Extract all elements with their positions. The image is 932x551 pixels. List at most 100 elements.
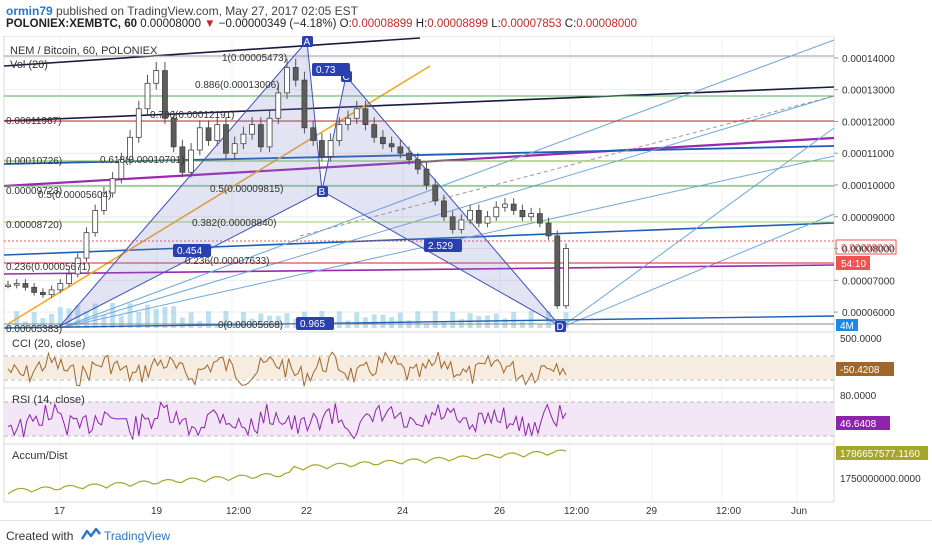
x-tick-label: 12:00 (716, 506, 741, 517)
volume-bar (336, 311, 342, 328)
cci-tick: 500.0000 (840, 334, 882, 345)
candle-body (432, 184, 439, 202)
ad-title: Accum/Dist (12, 450, 68, 462)
candle-body (127, 136, 133, 160)
volume-bar (57, 307, 63, 328)
candle-body (231, 143, 238, 154)
cci-line (7, 351, 567, 387)
publish-header: ormin79 published on TradingView.com, Ma… (6, 4, 358, 18)
y-tick-label: 0.00008000 (842, 245, 895, 256)
pattern-ratio-box (424, 239, 462, 252)
volume-bar (40, 318, 46, 328)
volume-bar (275, 315, 281, 328)
price-change: −0.00000349 (−4.18%) (218, 18, 337, 30)
volume-bar (424, 323, 429, 328)
main-pane[interactable] (3, 36, 835, 333)
symbol-name[interactable]: POLONIEX:XEMBTC, 60 (6, 18, 137, 30)
pattern-point-marker (555, 321, 566, 332)
low-value: 0.00007853 (500, 18, 562, 30)
pattern-point-label: B (319, 187, 326, 198)
fib-left-label: 0.00010726) (6, 156, 62, 167)
candle-body (336, 124, 343, 141)
candle-body (188, 149, 194, 173)
candle-body (458, 219, 465, 230)
volume-bar (519, 321, 525, 328)
candle-body (170, 117, 177, 148)
tradingview-logo-icon[interactable] (80, 526, 102, 544)
fib-left-label: 0.00008720) (6, 220, 62, 231)
purple-channel-bottom (3, 264, 835, 275)
volume-bar (171, 306, 177, 328)
pattern-point-label: A (304, 37, 311, 48)
price-tag: 0.00008000 (835, 239, 897, 255)
candle-body (284, 67, 290, 94)
fan-line-1 (59, 39, 835, 329)
fib-left-label: 0.00005383) (6, 324, 62, 335)
candle-body (362, 108, 369, 126)
volume-bar (380, 314, 386, 328)
candle-body (563, 248, 569, 307)
candle-body (22, 283, 29, 288)
volume-bar (397, 312, 403, 328)
volume-bar (22, 321, 28, 328)
cci-tag: -50.4208 (836, 362, 894, 376)
fib-level-label: 0.886(0.00013006) (195, 80, 280, 91)
fib-left-label: 0.00011967) (6, 116, 61, 127)
tradingview-brand[interactable]: TradingView (104, 529, 171, 543)
fib-level-label: 0.382(0.00008840) (192, 218, 277, 229)
candle-body (371, 124, 378, 138)
fib-level-label: 0.5(0.00009815) (210, 184, 283, 195)
volume-bar (537, 324, 543, 328)
candle-body (162, 70, 168, 119)
chart-area[interactable]: A B C D 0.73 0.454 2.529 0.965 1(0.00005473) 0.8… (0, 36, 932, 520)
time-axis[interactable]: 17 19 12:00 22 24 26 12:00 29 12:00 Jun (54, 506, 807, 517)
candle-body (310, 127, 317, 141)
candle-body (214, 124, 221, 141)
price-axis[interactable]: 0.00014000 0.00013000 0.00012000 0.00011000… (834, 54, 895, 319)
candle-body (275, 92, 282, 119)
volume-bar (258, 313, 264, 328)
fib-level-label: 0.786(0.00012191) (150, 110, 235, 121)
candle-body (135, 108, 142, 138)
volume-tag: 4M (836, 319, 858, 332)
volume-bar (49, 313, 55, 328)
pattern-point-label: D (557, 322, 564, 333)
candle-body (536, 213, 543, 224)
volume-bar (145, 304, 150, 328)
chart-title: NEM / Bitcoin, 60, POLONIEX (10, 45, 158, 57)
candle-body (475, 210, 482, 224)
author-link[interactable]: ormin79 (6, 4, 53, 18)
ad-pane[interactable] (3, 443, 835, 503)
volume-bar (5, 325, 11, 328)
fib-level-label: 0(0.00005668) (218, 320, 283, 331)
volume-bar (179, 317, 185, 328)
rsi-tick: 80.0000 (840, 391, 877, 402)
created-with-text: Created with (6, 529, 74, 543)
candle-body (423, 168, 430, 186)
candle-body (257, 124, 264, 148)
pattern-ratio-label: 0.73 (316, 65, 336, 76)
pattern-ratio-label: 0.454 (177, 246, 202, 257)
volume-bar (371, 314, 377, 328)
x-tick-label: 19 (151, 506, 163, 517)
candle-body (380, 136, 386, 145)
svg-text:1786657577.1160: 1786657577.1160 (840, 449, 920, 460)
fib-left-label: 0.5(0.00005604) (38, 190, 111, 201)
candle-body (441, 200, 447, 218)
volume-bar (162, 306, 168, 328)
candle-body (292, 67, 299, 81)
volume-bar (127, 303, 133, 328)
x-tick-label: 17 (54, 506, 66, 517)
volume-bar (284, 313, 290, 328)
candle-body (57, 283, 64, 291)
volume-bar (153, 308, 159, 328)
candle-body (109, 178, 116, 194)
last-price: 0.00008000 (140, 18, 201, 30)
pattern-ratio-box (312, 63, 350, 76)
candle-body (528, 213, 535, 218)
rsi-tag: 46.6408 (836, 416, 890, 430)
upper-trendline (3, 37, 421, 67)
volume-label: Vol (20) (10, 59, 48, 71)
candle-body (449, 216, 456, 230)
candle-body (545, 222, 552, 237)
